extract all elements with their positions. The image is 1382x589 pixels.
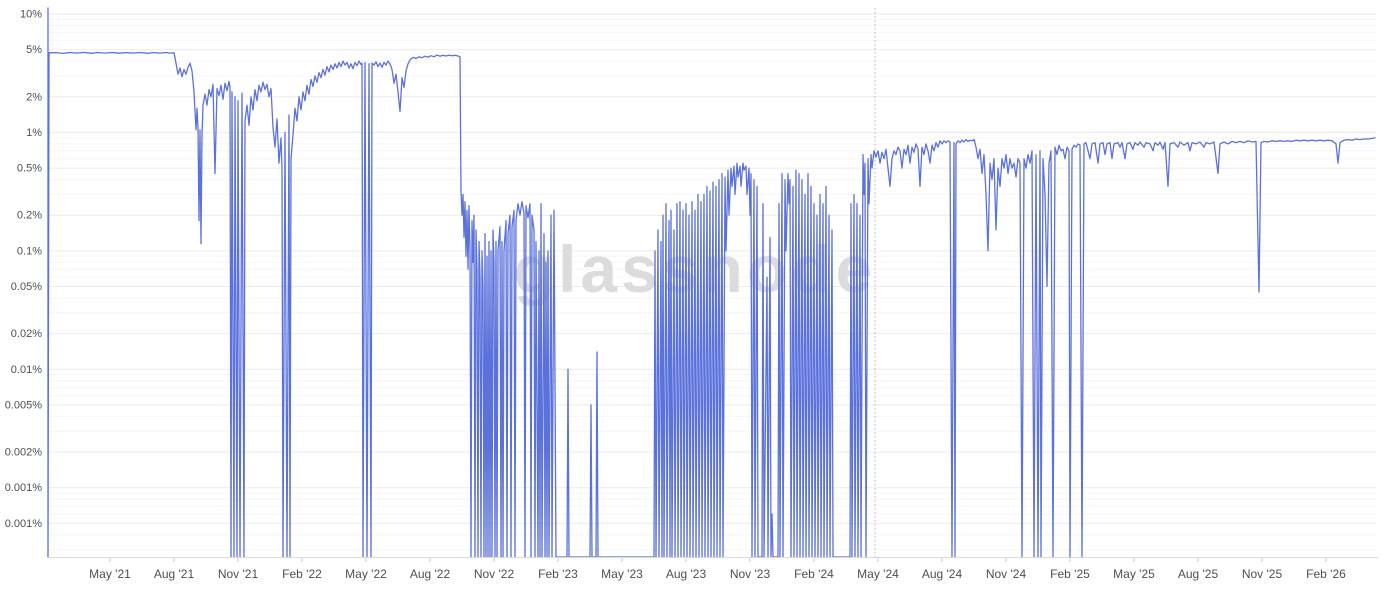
x-tick-label: Feb '26 [1306, 567, 1346, 581]
y-tick-label: 2% [26, 91, 42, 103]
data-series-line [47, 7, 1376, 558]
chart-hover-area[interactable] [48, 8, 1376, 557]
glassnode-watermark: glassnode [514, 232, 876, 306]
y-tick-label: 0.01% [11, 364, 42, 376]
x-tick-label: May '22 [345, 567, 387, 581]
y-tick-label: 0.002% [5, 447, 43, 459]
x-tick-label: Aug '25 [1178, 567, 1219, 581]
x-tick-label: Feb '25 [1050, 567, 1090, 581]
x-tick-label: Nov '23 [730, 567, 771, 581]
y-tick-label: 0.2% [17, 210, 42, 222]
y-tick-label: 0.05% [11, 281, 42, 293]
y-tick-label: 0.5% [17, 163, 42, 175]
series-layer [47, 7, 1376, 558]
y-tick-label: 1% [26, 127, 42, 139]
y-tick-label: 10% [20, 9, 42, 21]
y-tick-label: 0.005% [5, 399, 43, 411]
y-tick-label: 0.02% [11, 328, 42, 340]
y-tick-label: 5% [26, 44, 42, 56]
x-tick-label: Feb '24 [794, 567, 834, 581]
x-tick-label: Nov '21 [218, 567, 259, 581]
x-tick-label: May '23 [601, 567, 643, 581]
x-tick-label: Aug '23 [666, 567, 707, 581]
x-tick-label: Aug '22 [410, 567, 451, 581]
axis-layer: May '21 Aug '21 Nov '21 Feb '22 May '22 Aug '… [5, 9, 1378, 581]
x-tick-label: Aug '21 [154, 567, 195, 581]
y-tick-label: 0.001% [5, 518, 43, 530]
y-tick-label: 0.001% [5, 482, 43, 494]
x-tick-label: May '25 [1113, 567, 1155, 581]
x-tick-label: May '24 [857, 567, 899, 581]
x-tick-label: Nov '22 [474, 567, 515, 581]
x-tick-label: May '21 [89, 567, 131, 581]
x-tick-label: Nov '25 [1242, 567, 1283, 581]
y-tick-label: 0.1% [17, 245, 42, 257]
x-tick-label: Aug '24 [922, 567, 963, 581]
x-tick-label: Feb '23 [538, 567, 578, 581]
x-tick-label: Nov '24 [986, 567, 1027, 581]
x-tick-label: Feb '22 [282, 567, 322, 581]
